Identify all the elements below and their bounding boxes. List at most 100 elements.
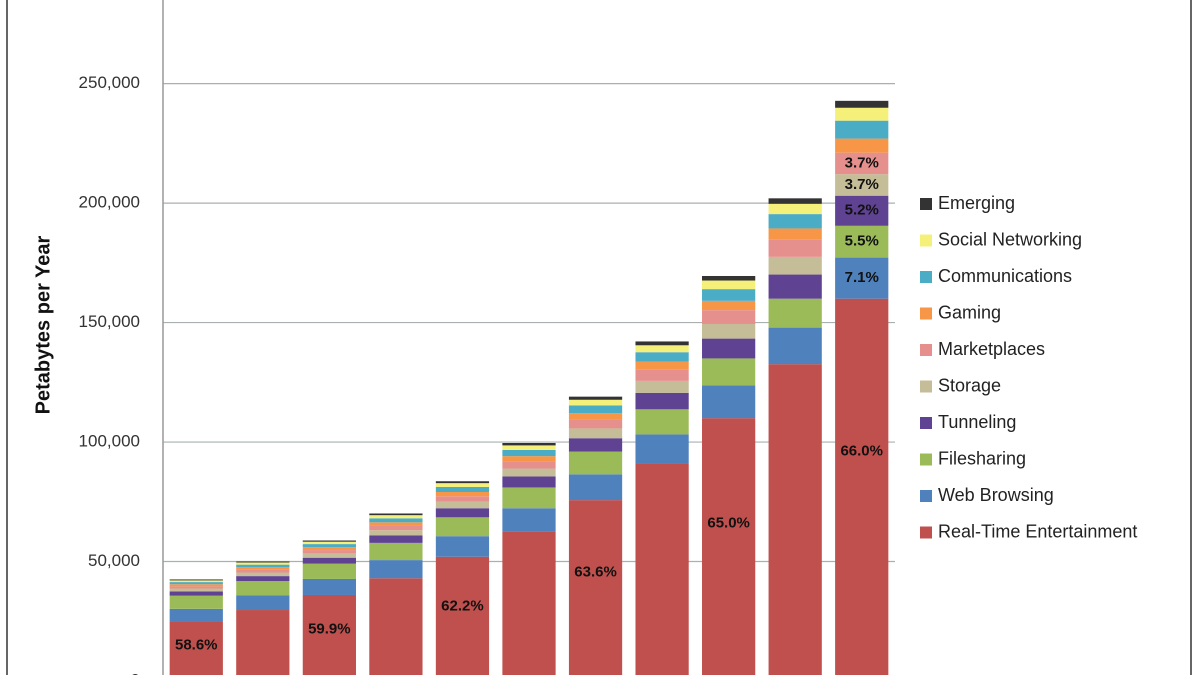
bar-segment: [768, 364, 822, 675]
bar-segment: [635, 352, 689, 362]
bar-segment: [635, 392, 689, 410]
bar-segment: [835, 225, 889, 258]
bar-segment: [302, 540, 356, 542]
bar-segment: [568, 438, 623, 452]
bar-segment: [768, 256, 822, 275]
bar-segment: [835, 100, 889, 108]
segment-label: 62.2%: [441, 597, 484, 614]
bar-segment: [435, 556, 490, 675]
bar-segment: [236, 581, 290, 596]
bar-segment: [835, 195, 889, 226]
segment-label: 3.7%: [845, 176, 879, 193]
segment-label: 59.9%: [308, 620, 351, 637]
legend-label: Emerging: [938, 193, 1015, 213]
bar-segment: [502, 445, 556, 450]
bar-segment: [169, 584, 223, 587]
bar-segment: [568, 500, 623, 675]
bar-segment: [236, 564, 290, 568]
bar-segment: [635, 369, 689, 381]
bar-segment: [502, 456, 556, 462]
bar-segment: [302, 553, 356, 558]
bar-segment: [702, 289, 756, 301]
bar-segment: [369, 530, 423, 536]
bar-segment: [568, 405, 623, 414]
bars: [169, 100, 889, 675]
bar-segment: [702, 324, 756, 339]
bar-segment: [568, 428, 623, 439]
bar-segment: [702, 300, 756, 311]
legend-swatch: [920, 271, 932, 283]
bar-segment: [835, 257, 889, 299]
bar-segment: [369, 542, 423, 561]
bar-segment: [835, 152, 889, 175]
bar-segment: [236, 567, 290, 570]
bar-segment: [169, 591, 223, 596]
legend-label: Real-Time Entertainment: [938, 521, 1137, 541]
bar-segment: [169, 582, 223, 585]
bar-segment: [302, 557, 356, 564]
bar-segment: [236, 562, 290, 565]
legend-label: Filesharing: [938, 448, 1026, 468]
legend-swatch: [920, 453, 932, 466]
bar-segment: [369, 525, 423, 531]
segment-label: 66.0%: [840, 443, 883, 460]
bar-segment: [236, 595, 290, 611]
legend: Real-Time Entertainment Web Browsing Files…: [920, 193, 1137, 541]
y-tick-label: 250,000: [79, 73, 140, 92]
bar-segment: [635, 463, 689, 675]
bar-segment: [568, 399, 623, 406]
legend-swatch: [920, 417, 932, 429]
bar-segment: [768, 239, 822, 257]
bar-segment: [568, 474, 623, 501]
bar-segment: [302, 547, 356, 551]
segment-label: 7.1%: [845, 269, 879, 286]
legend-swatch: [920, 526, 932, 539]
y-axis-title: Petabytes per Year: [32, 235, 54, 414]
bar-segment: [302, 544, 356, 548]
bar-segment: [568, 419, 623, 429]
legend-label: Gaming: [938, 302, 1001, 322]
y-tick-label: 0: [131, 670, 140, 675]
y-tick-label: 200,000: [79, 193, 140, 212]
bar-segment: [369, 560, 423, 579]
bar-segment: [369, 515, 423, 519]
segment-label: 63.6%: [574, 563, 617, 580]
bar-segment: [502, 449, 556, 457]
bar-segment: [702, 418, 756, 675]
bar-segment: [236, 576, 290, 582]
bar-segment: [768, 198, 822, 204]
bar-segment: [568, 413, 623, 420]
bar-segment: [236, 610, 290, 675]
bar-segment: [568, 451, 623, 475]
bar-segment: [369, 522, 423, 526]
legend-swatch: [920, 344, 932, 356]
bar-segment: [702, 358, 756, 386]
bar-segment: [435, 491, 490, 497]
legend-swatch: [920, 380, 932, 393]
segment-label: 58.6%: [175, 637, 218, 654]
bar-segment: [635, 361, 689, 370]
bar-segment: [369, 513, 423, 516]
bar-segment: [435, 501, 490, 509]
bar-segment: [568, 396, 623, 400]
bar-segment: [635, 380, 689, 393]
bar-segment: [835, 107, 889, 121]
bar-segment: [502, 443, 556, 446]
bar-segment: [635, 341, 689, 346]
legend-label: Communications: [938, 266, 1072, 286]
bar-segment: [702, 310, 756, 325]
bar-segment: [635, 434, 689, 464]
legend-swatch: [920, 307, 932, 320]
bar-segment: [169, 586, 223, 589]
bar-segment: [169, 579, 223, 581]
bar-segment: [435, 496, 490, 502]
bar-segment: [236, 561, 290, 563]
bar-segment: [768, 214, 822, 229]
bar-segment: [369, 518, 423, 523]
bar-segment: [768, 298, 822, 328]
bar-segment: [835, 298, 889, 675]
bar-segment: [768, 228, 822, 240]
bar-segment: [702, 280, 756, 290]
legend-swatch: [920, 198, 932, 210]
